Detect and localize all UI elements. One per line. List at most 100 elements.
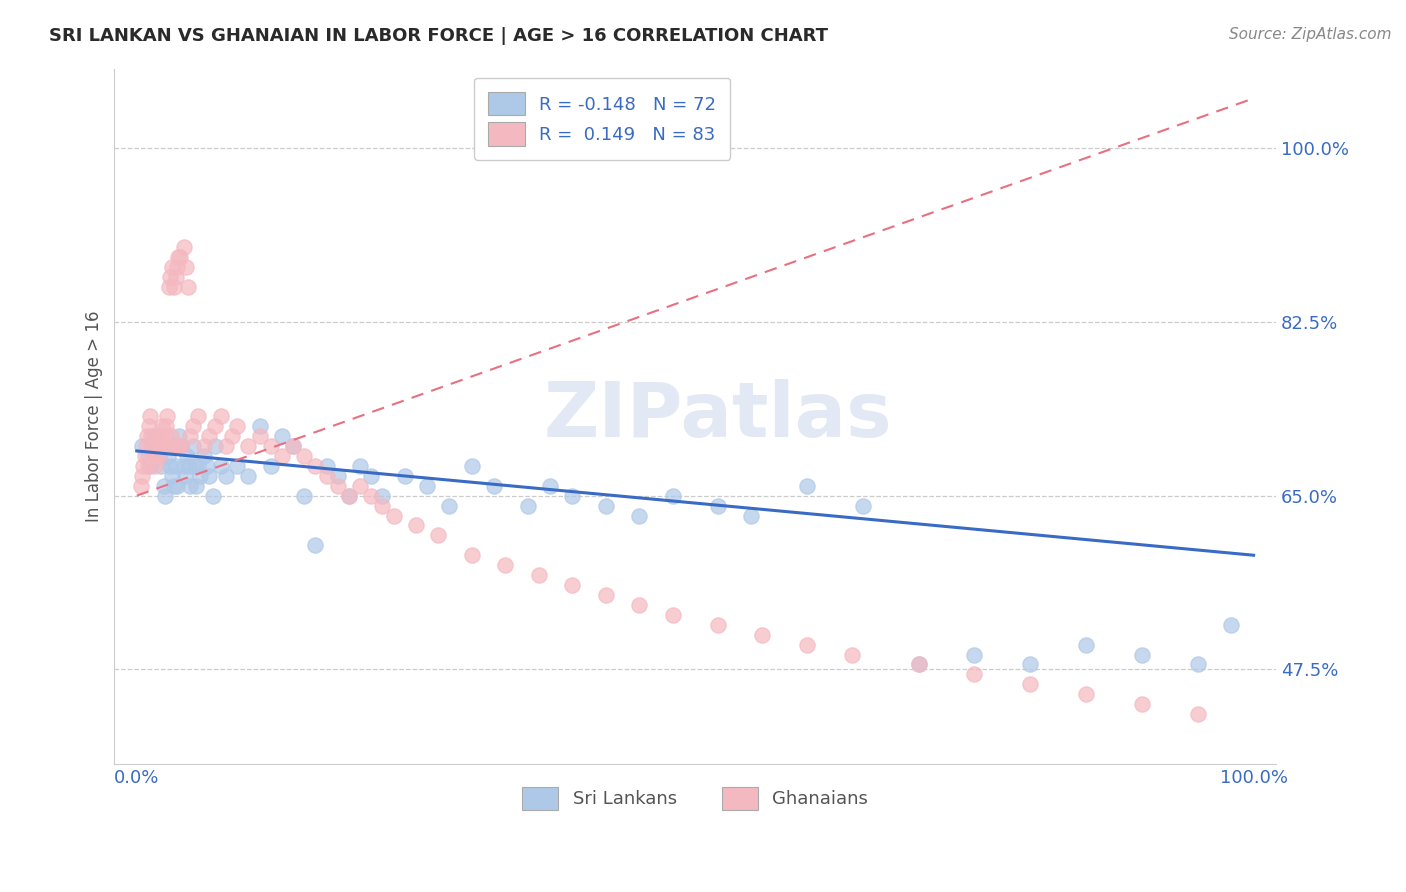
Point bbox=[238, 468, 260, 483]
Point bbox=[176, 449, 198, 463]
Point bbox=[162, 260, 184, 275]
Point bbox=[416, 479, 439, 493]
Point bbox=[167, 250, 190, 264]
Point bbox=[173, 468, 195, 483]
Point bbox=[134, 449, 156, 463]
Point bbox=[157, 280, 180, 294]
Point bbox=[136, 449, 159, 463]
Point bbox=[146, 429, 169, 443]
Point bbox=[215, 468, 238, 483]
Point bbox=[152, 419, 174, 434]
Point bbox=[371, 489, 394, 503]
Point bbox=[145, 449, 167, 463]
Point bbox=[146, 439, 169, 453]
Point bbox=[796, 638, 818, 652]
Text: SRI LANKAN VS GHANAIAN IN LABOR FORCE | AGE > 16 CORRELATION CHART: SRI LANKAN VS GHANAIAN IN LABOR FORCE | … bbox=[49, 27, 828, 45]
Point bbox=[238, 439, 260, 453]
Point bbox=[260, 458, 283, 473]
Point bbox=[142, 429, 165, 443]
Point bbox=[157, 449, 180, 463]
Point bbox=[162, 479, 184, 493]
Point bbox=[150, 429, 173, 443]
Point bbox=[209, 409, 232, 424]
Point bbox=[148, 449, 170, 463]
Point bbox=[841, 648, 863, 662]
Point bbox=[561, 578, 583, 592]
Point bbox=[204, 419, 226, 434]
Point bbox=[142, 449, 165, 463]
Point bbox=[167, 439, 190, 453]
Point bbox=[304, 538, 326, 552]
Point bbox=[155, 419, 177, 434]
Point bbox=[163, 439, 186, 453]
Point bbox=[1074, 638, 1097, 652]
Point bbox=[751, 628, 773, 642]
Point bbox=[662, 607, 685, 622]
Point bbox=[129, 479, 152, 493]
Point bbox=[163, 439, 186, 453]
Point bbox=[538, 479, 561, 493]
Point bbox=[852, 499, 875, 513]
Point bbox=[292, 489, 315, 503]
Point bbox=[181, 439, 204, 453]
Point bbox=[292, 449, 315, 463]
Point bbox=[1019, 657, 1042, 672]
Point bbox=[907, 657, 929, 672]
Point bbox=[337, 489, 360, 503]
Point bbox=[181, 419, 204, 434]
Point bbox=[628, 508, 651, 523]
Point bbox=[907, 657, 929, 672]
Text: Source: ZipAtlas.com: Source: ZipAtlas.com bbox=[1229, 27, 1392, 42]
Point bbox=[190, 468, 212, 483]
Point bbox=[349, 479, 371, 493]
Point bbox=[156, 409, 179, 424]
Point bbox=[595, 588, 617, 602]
Point bbox=[1130, 648, 1153, 662]
Point bbox=[173, 458, 195, 473]
Point bbox=[360, 489, 382, 503]
Point bbox=[1074, 687, 1097, 701]
Point bbox=[315, 468, 337, 483]
Point bbox=[427, 528, 450, 542]
Point bbox=[527, 568, 550, 582]
Point bbox=[249, 419, 271, 434]
Point bbox=[139, 409, 162, 424]
Point bbox=[135, 439, 157, 453]
Point bbox=[131, 468, 153, 483]
Point bbox=[143, 458, 166, 473]
Point bbox=[131, 439, 153, 453]
Point bbox=[179, 458, 201, 473]
Point bbox=[963, 648, 986, 662]
Point bbox=[201, 489, 224, 503]
Point bbox=[170, 439, 193, 453]
Point bbox=[179, 429, 201, 443]
Point bbox=[1187, 657, 1209, 672]
Point bbox=[706, 499, 728, 513]
Point bbox=[304, 458, 326, 473]
Point bbox=[595, 499, 617, 513]
Point bbox=[174, 260, 197, 275]
Text: ZIPatlas: ZIPatlas bbox=[544, 379, 893, 453]
Point bbox=[371, 499, 394, 513]
Point bbox=[405, 518, 427, 533]
Point bbox=[260, 439, 283, 453]
Point bbox=[132, 458, 155, 473]
Point bbox=[1019, 677, 1042, 691]
Legend: Sri Lankans, Ghanaians: Sri Lankans, Ghanaians bbox=[508, 772, 883, 824]
Point bbox=[281, 439, 304, 453]
Point bbox=[1220, 617, 1243, 632]
Point bbox=[139, 458, 162, 473]
Point bbox=[740, 508, 762, 523]
Point bbox=[461, 548, 484, 562]
Point bbox=[204, 439, 226, 453]
Point bbox=[187, 409, 209, 424]
Point bbox=[157, 439, 180, 453]
Point bbox=[165, 270, 187, 285]
Point bbox=[179, 479, 201, 493]
Point bbox=[156, 439, 179, 453]
Point bbox=[193, 449, 215, 463]
Point bbox=[271, 429, 294, 443]
Point bbox=[209, 458, 232, 473]
Point bbox=[141, 429, 163, 443]
Point bbox=[315, 458, 337, 473]
